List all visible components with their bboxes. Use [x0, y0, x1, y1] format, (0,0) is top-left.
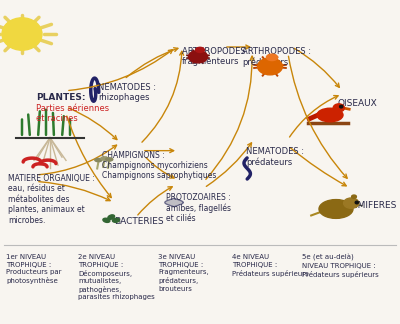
Ellipse shape: [344, 198, 359, 208]
Text: ARTHROPODES :
fragmenteurs: ARTHROPODES : fragmenteurs: [182, 47, 251, 66]
Text: NEMATODES :
rhizophages: NEMATODES : rhizophages: [98, 83, 156, 102]
Ellipse shape: [188, 51, 208, 63]
Text: 3e NIVEAU
TROPHIQUE :
Fragmenteurs,
prédateurs,
brouteurs: 3e NIVEAU TROPHIQUE : Fragmenteurs, préd…: [158, 254, 209, 292]
Text: NEMATODES :
prédateurs: NEMATODES : prédateurs: [246, 147, 304, 168]
Ellipse shape: [95, 158, 102, 162]
Ellipse shape: [108, 215, 114, 219]
Text: CHAMPIGNONS :
Champignons mycorhiziens
Champignons saprophytiques: CHAMPIGNONS : Champignons mycorhiziens C…: [102, 151, 216, 180]
Text: PLANTES:: PLANTES:: [36, 93, 86, 102]
Text: PROTOZOAIRES :
amibes, flagellés
et ciliés: PROTOZOAIRES : amibes, flagellés et cili…: [166, 193, 231, 223]
Text: Parties aériennes
et racines: Parties aériennes et racines: [36, 104, 109, 123]
Ellipse shape: [112, 218, 120, 222]
Ellipse shape: [2, 18, 42, 50]
Ellipse shape: [101, 157, 108, 160]
Text: 4e NIVEAU
TROPHIQUE :
Prédateurs supérieurs: 4e NIVEAU TROPHIQUE : Prédateurs supérie…: [232, 254, 309, 277]
Text: 1er NIVEAU
TROPHIQUE :
Producteurs par
photosynthèse: 1er NIVEAU TROPHIQUE : Producteurs par p…: [6, 254, 62, 284]
Ellipse shape: [266, 54, 278, 61]
Text: ARTHROPODES :
prédateurs: ARTHROPODES : prédateurs: [242, 47, 311, 67]
Ellipse shape: [317, 108, 343, 122]
Ellipse shape: [333, 104, 344, 112]
Ellipse shape: [103, 218, 110, 222]
Ellipse shape: [258, 58, 282, 75]
Text: 5e (et au-delà)
NIVEAU TROPHIQUE :
Prédateurs supérieurs: 5e (et au-delà) NIVEAU TROPHIQUE : Préda…: [302, 254, 379, 278]
Text: OISEAUX: OISEAUX: [338, 99, 378, 108]
Ellipse shape: [106, 158, 113, 161]
Text: MAMMIFERES: MAMMIFERES: [336, 201, 396, 210]
Text: MATIERE ORGANIQUE :
eau, résidus et
métabolites des
plantes, animaux et
microbes: MATIERE ORGANIQUE : eau, résidus et méta…: [8, 174, 95, 225]
Circle shape: [340, 105, 343, 108]
Circle shape: [355, 201, 358, 204]
Text: 2e NIVEAU
TROPHIQUE :
Décomposeurs,
mutualistes,
pathogènes,
parasites rhizophag: 2e NIVEAU TROPHIQUE : Décomposeurs, mutu…: [78, 254, 155, 300]
Ellipse shape: [196, 47, 204, 52]
Polygon shape: [165, 198, 183, 207]
Ellipse shape: [319, 200, 353, 218]
Text: BACTERIES: BACTERIES: [114, 217, 164, 226]
Ellipse shape: [352, 195, 356, 198]
